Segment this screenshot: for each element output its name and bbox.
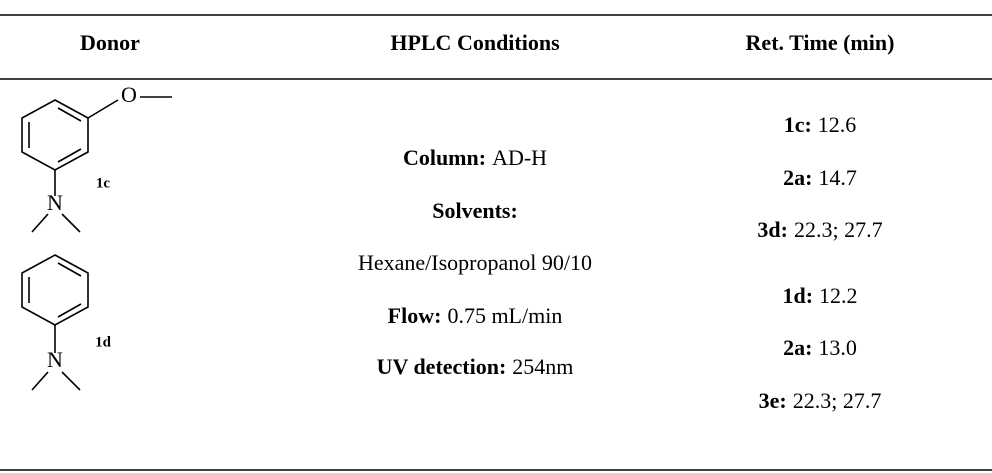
- compound-label: 3e:: [759, 388, 787, 413]
- retention-line: 2a: 14.7: [783, 165, 857, 190]
- compound-id: 1c: [96, 175, 111, 191]
- retention-value: 12.6: [818, 112, 857, 137]
- condition-value: 0.75 mL/min: [447, 303, 562, 328]
- molecule-1c: O N 1c: [21, 82, 172, 233]
- retention-line: 2a: 13.0: [783, 335, 857, 360]
- condition-line: Hexane/Isopropanol 90/10: [358, 250, 592, 275]
- molecule-1d: N 1d: [21, 254, 112, 391]
- condition-label: Solvents:: [432, 198, 518, 223]
- condition-label: UV detection:: [377, 354, 507, 379]
- retention-value: 13.0: [818, 335, 857, 360]
- retention-value: 12.2: [819, 283, 858, 308]
- condition-line: UV detection: 254nm: [377, 354, 574, 379]
- condition-line: Column: AD-H: [403, 145, 547, 170]
- header-cell: HPLC Conditions: [390, 30, 560, 55]
- retention-line: 3e: 22.3; 27.7: [759, 388, 882, 413]
- condition-value: Hexane/Isopropanol 90/10: [358, 250, 592, 275]
- condition-value: AD-H: [492, 145, 547, 170]
- retention-line: 1d: 12.2: [782, 283, 857, 308]
- condition-line: Flow: 0.75 mL/min: [388, 303, 563, 328]
- header-cell: Ret. Time (min): [746, 30, 895, 55]
- atom-label: N: [47, 190, 63, 215]
- retention-line: 1c: 12.6: [784, 112, 857, 137]
- condition-label: Flow:: [388, 303, 442, 328]
- header-cell: Donor: [80, 30, 140, 55]
- retention-column: 1c: 12.62a: 14.73d: 22.3; 27.71d: 12.22a: 13.…: [757, 112, 882, 413]
- retention-value: 22.3; 27.7: [793, 388, 882, 413]
- condition-line: Solvents:: [432, 198, 518, 223]
- retention-value: 14.7: [818, 165, 857, 190]
- atom-label: N: [47, 347, 63, 372]
- retention-value: 22.3; 27.7: [794, 217, 883, 242]
- condition-value: 254nm: [512, 354, 573, 379]
- compound-label: 2a:: [783, 335, 812, 360]
- compound-id: 1d: [95, 334, 112, 350]
- retention-line: 3d: 22.3; 27.7: [757, 217, 882, 242]
- compound-label: 3d:: [757, 217, 788, 242]
- compound-label: 2a:: [783, 165, 812, 190]
- condition-label: Column:: [403, 145, 486, 170]
- atom-label: O: [121, 82, 137, 107]
- compound-label: 1d:: [782, 283, 813, 308]
- compound-label: 1c:: [784, 112, 812, 137]
